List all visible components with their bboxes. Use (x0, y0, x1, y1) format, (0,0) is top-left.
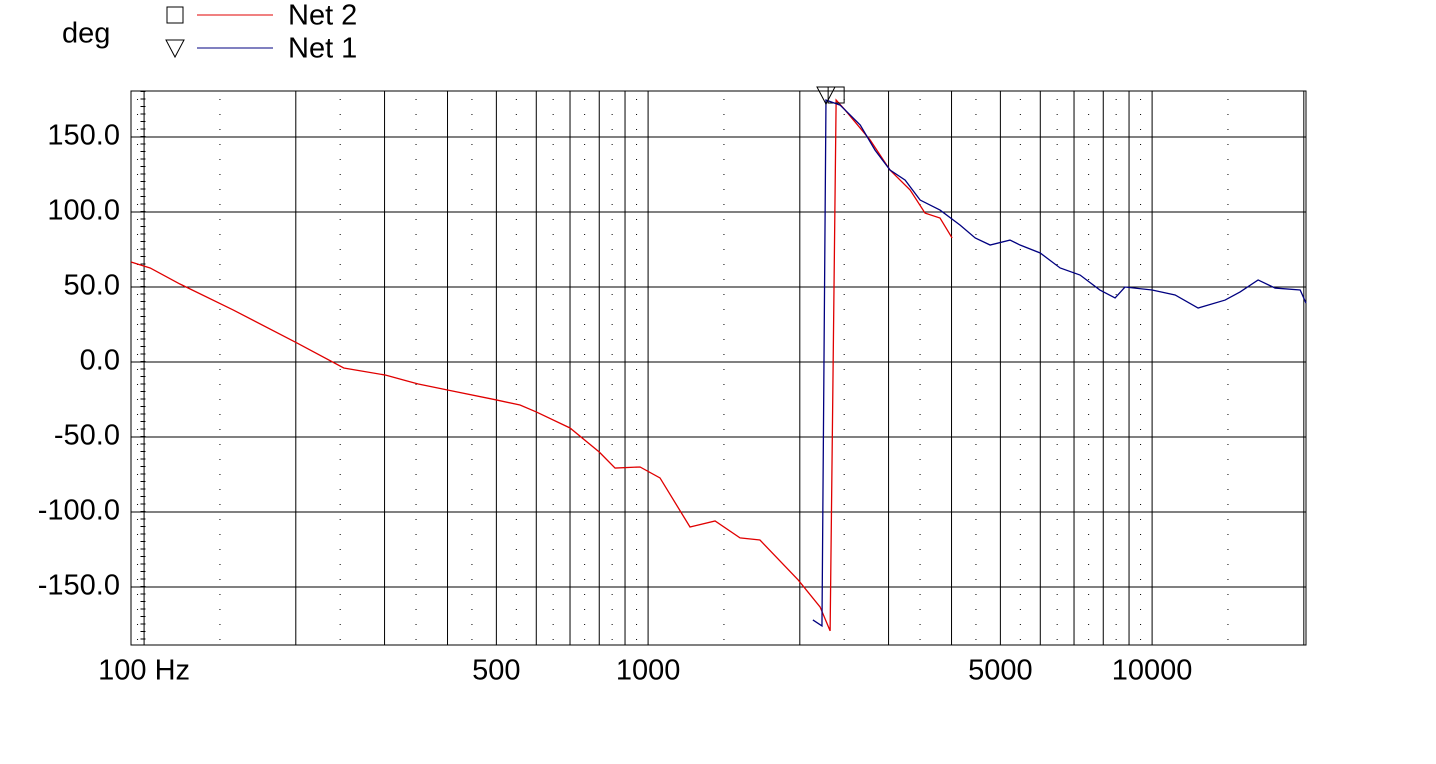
y-tick-label: 0.0 (80, 345, 120, 377)
legend-label: Net 2 (288, 0, 357, 32)
x-tick-label: 10000 (1112, 655, 1193, 687)
series-line (812, 99, 1307, 628)
marker (165, 39, 185, 59)
x-tick-label: 500 (472, 655, 520, 687)
y-tick-label: -150.0 (38, 570, 120, 602)
plot-frame (130, 90, 1307, 646)
y-tick-label: -50.0 (54, 420, 120, 452)
series-line (130, 98, 953, 632)
y-axis-label: deg (62, 18, 110, 50)
y-tick-label: 50.0 (64, 270, 120, 302)
y-tick-label: -100.0 (38, 495, 120, 527)
x-tick-label: 5000 (968, 655, 1033, 687)
x-tick-label: 1000 (616, 655, 681, 687)
y-tick-label: 100.0 (47, 195, 120, 227)
marker (166, 6, 184, 24)
legend-label: Net 1 (288, 33, 357, 65)
y-tick-label: 150.0 (47, 120, 120, 152)
x-tick-label: 100 Hz (98, 655, 190, 687)
marker (816, 86, 836, 106)
